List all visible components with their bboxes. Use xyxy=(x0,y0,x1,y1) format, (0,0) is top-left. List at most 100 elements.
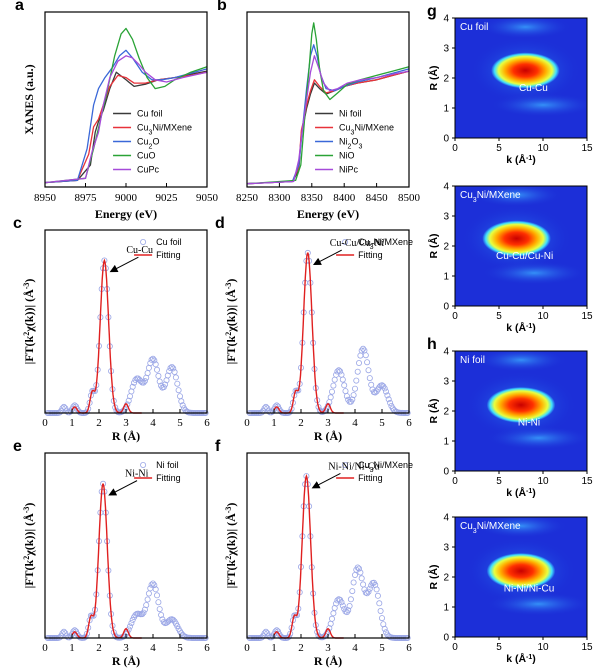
legend-entry: Fitting xyxy=(358,250,383,260)
data-point xyxy=(171,368,178,375)
y-tick-label: 0 xyxy=(443,134,449,145)
x-axis-label: k (Å-1) xyxy=(506,486,536,499)
text-part: 2 xyxy=(22,332,31,336)
text-part: ) xyxy=(224,279,238,283)
wt-feature-label: Cu-Cu xyxy=(519,83,548,94)
y-tick-label: 1 xyxy=(443,104,449,115)
legend-entry: Cu foil xyxy=(156,237,182,247)
data-point xyxy=(287,408,294,415)
data-point xyxy=(70,628,77,635)
x-tick-label: 10 xyxy=(537,311,549,322)
data-point xyxy=(342,388,349,395)
data-point xyxy=(365,588,372,595)
text-part: χ(k))| (Å xyxy=(22,289,36,333)
x-tick-label: 1 xyxy=(69,417,75,429)
x-tick-label: 8950 xyxy=(34,192,57,204)
text-part: Cu xyxy=(339,123,351,133)
text-part: ) xyxy=(22,503,36,507)
data-point xyxy=(330,382,337,389)
x-tick-label: 2 xyxy=(298,417,304,429)
plot-frame xyxy=(44,452,208,639)
wt-feature-label: Ni-Ni xyxy=(518,417,540,428)
x-tick-label: 9025 xyxy=(156,192,179,204)
data-point xyxy=(358,347,365,354)
wt-title: Ni foil xyxy=(460,355,485,366)
text-part: χ(k))| (Å xyxy=(224,289,238,333)
text-part: -3 xyxy=(22,283,31,290)
legend-entry: CuO xyxy=(137,151,156,161)
text-part: 2 xyxy=(348,143,352,150)
text-part: Ni/MXene xyxy=(477,521,521,532)
x-tick-label: 4 xyxy=(352,417,358,429)
y-axis-label: |FT(k2χ(k))| (Å-3) xyxy=(22,279,37,365)
data-point xyxy=(385,396,392,403)
y-axis-label: R (Å) xyxy=(427,564,440,589)
data-point xyxy=(83,408,90,415)
data-point xyxy=(357,352,364,359)
legend-entry: CuPc xyxy=(137,165,160,175)
text-part: -1 xyxy=(526,654,532,661)
x-tick-label: 0 xyxy=(452,476,458,487)
plot-frame xyxy=(44,11,208,188)
data-point xyxy=(140,379,147,386)
data-point xyxy=(346,603,353,610)
y-axis-label: R (Å) xyxy=(427,233,440,258)
x-tick-label: 4 xyxy=(150,417,156,429)
panel-label-c: c xyxy=(13,215,22,232)
data-point xyxy=(327,394,334,401)
wt-map xyxy=(455,351,587,471)
text-part: 2 xyxy=(149,143,153,150)
text-part: -1 xyxy=(526,323,532,330)
data-point xyxy=(339,376,346,383)
y-tick-label: 4 xyxy=(443,182,449,193)
data-point xyxy=(152,586,159,593)
x-tick-label: 0 xyxy=(42,417,48,429)
text-part: -3 xyxy=(224,283,233,290)
text-part: Ni/MXene xyxy=(477,190,521,201)
data-point xyxy=(341,382,348,389)
data-point xyxy=(350,579,357,586)
text-part: -3 xyxy=(224,507,233,514)
data-point xyxy=(333,600,340,607)
text-part: Ni xyxy=(339,137,348,147)
x-tick-label: 10 xyxy=(537,143,549,154)
legend-entry: NiO xyxy=(339,151,355,161)
data-point xyxy=(337,368,344,375)
x-axis-label: k (Å-1) xyxy=(506,321,536,334)
data-point xyxy=(144,370,151,377)
x-axis-label: R (Å) xyxy=(314,429,342,443)
data-point xyxy=(354,368,361,375)
x-tick-label: 3 xyxy=(123,417,129,429)
data-point xyxy=(141,377,148,384)
data-point xyxy=(56,409,63,416)
legend-entry: Cu foil xyxy=(137,109,163,119)
panel-label-e: e xyxy=(13,438,22,455)
data-point xyxy=(328,388,335,395)
text-part: Ni foil xyxy=(339,109,362,119)
x-tick-label: 5 xyxy=(496,476,502,487)
x-tick-label: 5 xyxy=(496,143,502,154)
x-tick-label: 1 xyxy=(271,642,277,654)
data-point xyxy=(60,403,67,410)
data-point xyxy=(172,374,179,381)
data-point xyxy=(364,590,371,597)
data-point xyxy=(362,352,369,359)
x-tick-label: 3 xyxy=(325,417,331,429)
text-part: Ni/MXene xyxy=(374,237,414,247)
x-tick-label: 8250 xyxy=(236,192,259,204)
legend-entry: Cu3Ni/MXene xyxy=(137,123,192,137)
annotation-label: Ni-Ni xyxy=(125,469,149,480)
x-axis-label: R (Å) xyxy=(112,654,140,668)
wt-title: Cu3Ni/MXene xyxy=(460,521,521,535)
data-point xyxy=(139,611,146,618)
y-tick-label: 0 xyxy=(443,467,449,478)
x-tick-label: 8450 xyxy=(366,192,389,204)
data-point xyxy=(351,385,358,392)
panel-label-g: g xyxy=(427,3,437,20)
y-axis-label: R (Å) xyxy=(427,398,440,423)
wt-feature-label: Cu-Cu/Cu-Ni xyxy=(496,251,553,262)
x-tick-label: 9000 xyxy=(115,192,138,204)
x-tick-label: 6 xyxy=(204,642,210,654)
data-point xyxy=(384,392,391,399)
data-point xyxy=(351,572,358,579)
